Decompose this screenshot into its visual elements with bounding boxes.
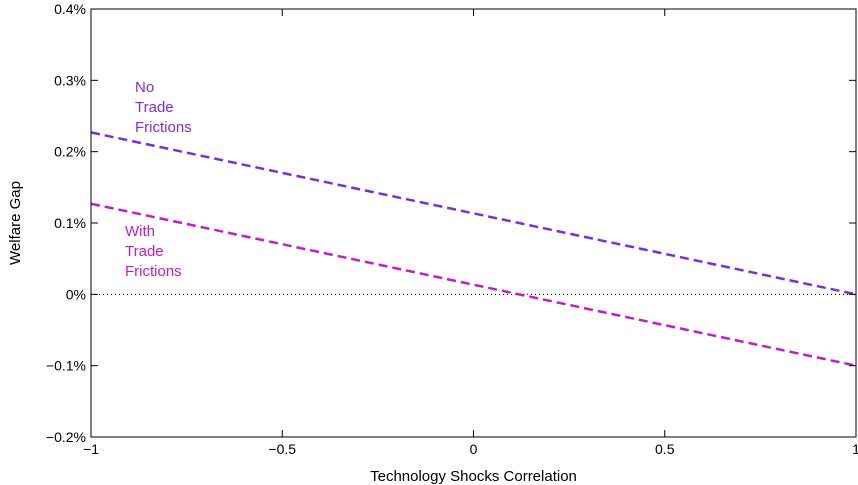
annotation-no-trade-frictions-line-2: Trade: [135, 99, 174, 116]
annotation-with-trade-frictions-line-3: Frictions: [125, 263, 182, 280]
annotation-with-trade-frictions-line-2: Trade: [125, 243, 164, 260]
y-tick-label: −0.1%: [46, 358, 86, 374]
y-tick-label: 0.2%: [54, 144, 86, 160]
x-tick-label: −0.5: [268, 441, 296, 457]
series-with-trade-frictions-line: [90, 202, 857, 367]
y-tick-label: 0.4%: [54, 1, 86, 17]
annotation-no-trade-frictions-line-1: No: [135, 79, 154, 96]
y-tick-label: 0.1%: [54, 215, 86, 231]
plot-area-frame: [90, 8, 857, 438]
x-tick-label: −1: [83, 441, 99, 457]
annotation-with-trade-frictions-line-1: With: [125, 223, 155, 240]
y-axis-label: Welfare Gap: [7, 181, 24, 265]
annotation-no-trade-frictions-line-3: Frictions: [135, 119, 192, 136]
x-tick-label: 1: [852, 441, 858, 457]
y-tick-label: 0%: [66, 286, 86, 302]
x-tick-label: 0: [470, 441, 478, 457]
series-no-trade-frictions-line: [90, 131, 857, 296]
y-tick-label: −0.2%: [46, 429, 86, 445]
y-tick-label: 0.3%: [54, 72, 86, 88]
x-axis-label: Technology Shocks Correlation: [370, 468, 577, 485]
x-tick-label: 0.5: [655, 441, 675, 457]
